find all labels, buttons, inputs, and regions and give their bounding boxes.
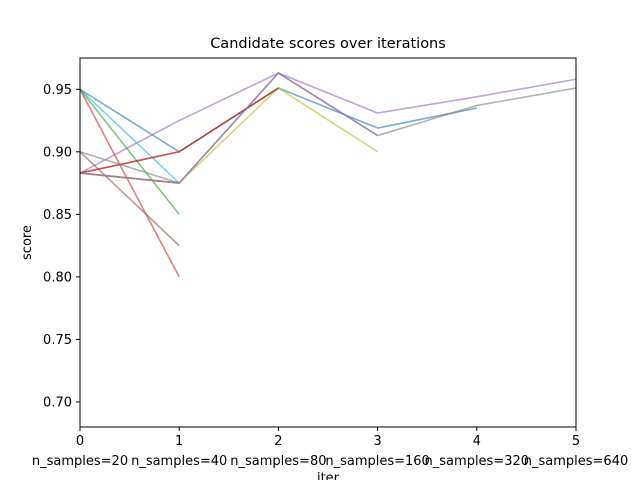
series-line-11 xyxy=(79,87,279,174)
x-tick-label: 4 xyxy=(473,434,481,449)
x-tick-label: 3 xyxy=(373,434,381,449)
x-tick-label: 5 xyxy=(572,434,580,449)
series-line-5 xyxy=(79,151,180,247)
y-tick-label: 0.75 xyxy=(43,333,72,348)
x-tick-sublabel: n_samples=80 xyxy=(230,454,326,469)
y-axis-label: score xyxy=(20,225,35,260)
y-tick-label: 0.80 xyxy=(43,270,72,285)
x-tick-label: 2 xyxy=(274,434,282,449)
series-line-12 xyxy=(79,151,180,184)
series-line-8 xyxy=(79,87,379,184)
series-line-4 xyxy=(79,72,577,174)
x-tick-sublabel: n_samples=40 xyxy=(131,454,227,469)
x-axis-label: iter xyxy=(317,471,340,480)
x-tick-label: 1 xyxy=(175,434,183,449)
x-tick-sublabel: n_samples=20 xyxy=(32,454,128,469)
x-tick-label: 0 xyxy=(76,434,84,449)
series-layer xyxy=(79,71,577,278)
series-line-9 xyxy=(79,88,180,184)
x-tick-sublabel: n_samples=320 xyxy=(425,454,529,469)
y-tick-label: 0.85 xyxy=(43,208,72,223)
series-line-7 xyxy=(79,71,577,184)
y-tick-label: 0.70 xyxy=(43,395,72,410)
x-tick-sublabel: n_samples=160 xyxy=(325,454,429,469)
series-line-10 xyxy=(79,87,279,174)
y-tick-label: 0.90 xyxy=(43,145,72,160)
ticks-layer: 0 n_samples=20 1 n_samples=40 2 n_samples=80 3… xyxy=(32,83,628,469)
series-line-3 xyxy=(79,88,180,278)
x-tick-sublabel: n_samples=640 xyxy=(524,454,628,469)
chart-title: Candidate scores over iterations xyxy=(210,36,446,52)
series-line-13 xyxy=(79,71,379,184)
plot-frame xyxy=(79,57,577,428)
y-tick-label: 0.95 xyxy=(43,83,72,98)
series-line-2 xyxy=(79,88,180,215)
